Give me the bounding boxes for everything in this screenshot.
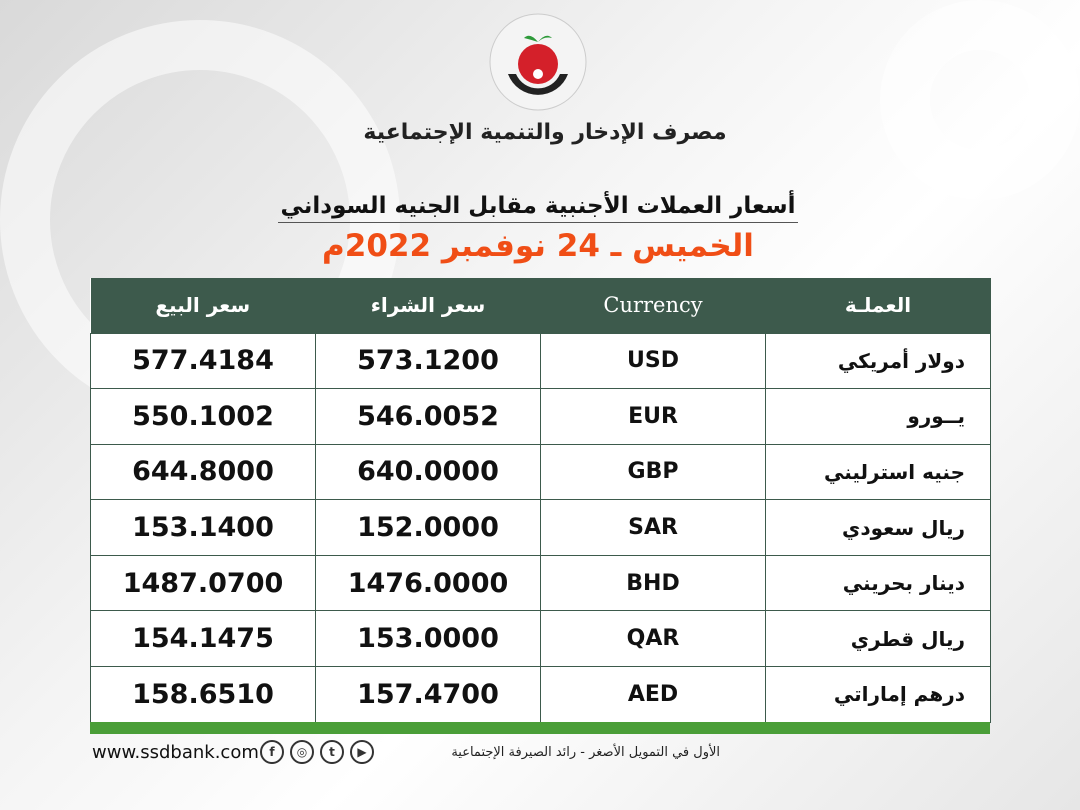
sell-rate: 1487.0700 (90, 554, 316, 612)
twitter-icon[interactable]: t (320, 740, 344, 764)
currency-code: GBP (540, 443, 766, 501)
currency-name: يــورو (765, 388, 991, 445)
buy-rate: 152.0000 (315, 499, 541, 556)
sell-rate: 153.1400 (90, 499, 316, 556)
instagram-icon[interactable]: ◎ (290, 740, 314, 764)
header-sell: سعر البيع (90, 278, 316, 333)
sell-rate: 550.1002 (90, 388, 316, 445)
buy-rate: 546.0052 (315, 388, 541, 445)
facebook-icon[interactable]: f (260, 740, 284, 764)
table-row: 550.1002 546.0052 EUR يــورو (90, 388, 991, 445)
exchange-rate-table: سعر البيع سعر الشراء Currency العملـة 57… (90, 278, 991, 723)
table-row: 158.6510 157.4700 AED درهم إماراتي (90, 666, 991, 723)
table-row: 153.1400 152.0000 SAR ريال سعودي (90, 499, 991, 556)
table-row: 577.4184 573.1200 USD دولار أمريكي (90, 332, 991, 390)
currency-code: AED (540, 666, 766, 723)
page-title: أسعار العملات الأجنبية مقابل الجنيه السو… (278, 193, 798, 223)
sell-rate: 644.8000 (90, 443, 316, 501)
sell-rate: 158.6510 (90, 666, 316, 723)
buy-rate: 157.4700 (315, 666, 541, 723)
currency-name: دولار أمريكي (765, 332, 991, 390)
table-row: 644.8000 640.0000 GBP جنيه استرليني (90, 443, 991, 501)
website-link[interactable]: www.ssdbank.com (92, 742, 259, 763)
slogan: الأول في التمويل الأصغر - رائد الصيرفة ا… (451, 745, 720, 760)
header-buy: سعر الشراء (315, 278, 541, 333)
buy-rate: 153.0000 (315, 610, 541, 668)
background-gear (880, 0, 1080, 200)
currency-name: درهم إماراتي (765, 666, 991, 723)
currency-code: QAR (540, 610, 766, 668)
bank-logo (489, 13, 587, 111)
table-row: 1487.0700 1476.0000 BHD دينار بحريني (90, 554, 991, 612)
header-currency-name: العملـة (765, 278, 991, 333)
currency-name: دينار بحريني (765, 554, 991, 612)
date: الخميس ـ 24 نوفمبر 2022م (322, 228, 754, 264)
currency-name: ريال قطري (765, 610, 991, 668)
buy-rate: 573.1200 (315, 332, 541, 390)
buy-rate: 1476.0000 (315, 554, 541, 612)
sell-rate: 577.4184 (90, 332, 316, 390)
currency-code: EUR (540, 388, 766, 445)
accent-bar (90, 722, 990, 734)
bank-name: مصرف الإدخار والتنمية الإجتماعية (363, 120, 727, 145)
sell-rate: 154.1475 (90, 610, 316, 668)
buy-rate: 640.0000 (315, 443, 541, 501)
currency-code: BHD (540, 554, 766, 612)
currency-code: USD (540, 332, 766, 390)
currency-name: جنيه استرليني (765, 443, 991, 501)
currency-name: ريال سعودي (765, 499, 991, 556)
currency-code: SAR (540, 499, 766, 556)
youtube-icon[interactable]: ▶ (350, 740, 374, 764)
header-currency-code: Currency (540, 278, 766, 333)
table-row: 154.1475 153.0000 QAR ريال قطري (90, 610, 991, 668)
